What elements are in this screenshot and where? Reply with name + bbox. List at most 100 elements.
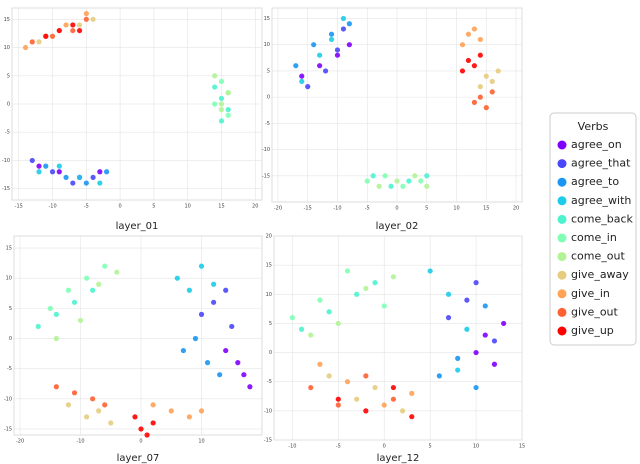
point xyxy=(108,420,114,426)
point xyxy=(132,414,138,420)
point xyxy=(409,390,415,396)
point xyxy=(390,274,397,280)
x-tick-label: -5 xyxy=(84,204,89,210)
point xyxy=(96,281,102,287)
point xyxy=(229,323,235,330)
point xyxy=(455,355,461,361)
panel-title: layer_07 xyxy=(117,453,160,464)
point xyxy=(198,263,205,269)
point xyxy=(340,15,347,22)
point xyxy=(364,178,370,184)
point xyxy=(445,291,452,297)
point xyxy=(335,402,341,408)
legend-label: come_in xyxy=(571,231,617,244)
legend-title: Verbs xyxy=(578,120,609,133)
point xyxy=(22,44,29,51)
y-tick-label: 15 xyxy=(266,263,272,269)
legend-marker xyxy=(557,289,567,299)
point xyxy=(459,42,466,48)
point xyxy=(56,163,62,169)
point xyxy=(168,408,174,414)
point xyxy=(211,299,217,305)
point xyxy=(223,287,229,293)
point xyxy=(90,287,96,293)
point xyxy=(326,309,332,315)
point xyxy=(445,315,452,321)
point xyxy=(477,36,483,43)
y-tick-label: 0 xyxy=(267,95,270,101)
point xyxy=(43,163,49,169)
point xyxy=(311,42,317,48)
point xyxy=(43,33,49,39)
x-tick-label: 0 xyxy=(383,444,386,450)
plot-area xyxy=(13,235,263,436)
y-tick-label: 15 xyxy=(6,246,12,252)
point xyxy=(223,347,229,354)
y-tick-label: 15 xyxy=(264,16,270,22)
point xyxy=(218,101,225,107)
point xyxy=(29,157,35,164)
point xyxy=(198,408,205,414)
y-tick-label: 0 xyxy=(9,336,12,342)
point xyxy=(298,326,305,332)
point xyxy=(335,320,341,327)
x-tick-label: 20 xyxy=(513,206,519,212)
y-tick-label: 0 xyxy=(269,350,272,356)
point xyxy=(464,297,470,303)
point xyxy=(192,335,199,342)
point xyxy=(204,360,211,366)
x-tick-label: 5 xyxy=(429,444,432,450)
point xyxy=(399,408,406,414)
point xyxy=(317,361,323,367)
point xyxy=(344,268,351,274)
point xyxy=(47,305,53,311)
y-tick-label: -5 xyxy=(265,121,270,127)
point xyxy=(465,31,472,37)
x-tick-label: 10 xyxy=(453,206,459,212)
point xyxy=(328,36,335,43)
legend-marker xyxy=(557,214,567,224)
panel-title: layer_02 xyxy=(376,221,419,232)
x-tick-label: -15 xyxy=(15,204,23,210)
point xyxy=(495,68,501,74)
point xyxy=(483,105,489,111)
point xyxy=(388,183,394,189)
y-tick-label: 20 xyxy=(266,234,272,240)
point xyxy=(225,112,231,118)
x-tick-label: 20 xyxy=(252,204,258,210)
point xyxy=(174,275,180,281)
x-tick-label: 0 xyxy=(139,439,142,445)
point xyxy=(322,68,329,74)
x-tick-label: -10 xyxy=(288,444,296,450)
point xyxy=(326,373,332,379)
point xyxy=(427,268,433,274)
legend-label: agree_on xyxy=(571,138,622,151)
point xyxy=(473,384,479,391)
y-tick-label: 0 xyxy=(7,102,10,108)
point xyxy=(363,373,369,379)
point xyxy=(328,31,335,37)
y-tick-label: -15 xyxy=(264,438,272,444)
point xyxy=(501,320,507,327)
point xyxy=(482,332,488,338)
point xyxy=(424,173,430,179)
point xyxy=(477,94,483,100)
point xyxy=(412,173,418,179)
point xyxy=(225,107,231,113)
point xyxy=(491,361,498,367)
point xyxy=(70,27,76,34)
legend-marker xyxy=(557,196,567,206)
point xyxy=(144,432,150,438)
point xyxy=(293,63,299,69)
point xyxy=(90,174,96,181)
point xyxy=(491,338,498,344)
point xyxy=(390,384,397,391)
point xyxy=(53,311,59,317)
point xyxy=(489,78,495,85)
point xyxy=(70,22,76,28)
point xyxy=(382,173,388,179)
x-tick-label: 5 xyxy=(152,204,155,210)
y-tick-label: 10 xyxy=(264,42,270,48)
point xyxy=(83,414,90,420)
point xyxy=(394,178,400,184)
